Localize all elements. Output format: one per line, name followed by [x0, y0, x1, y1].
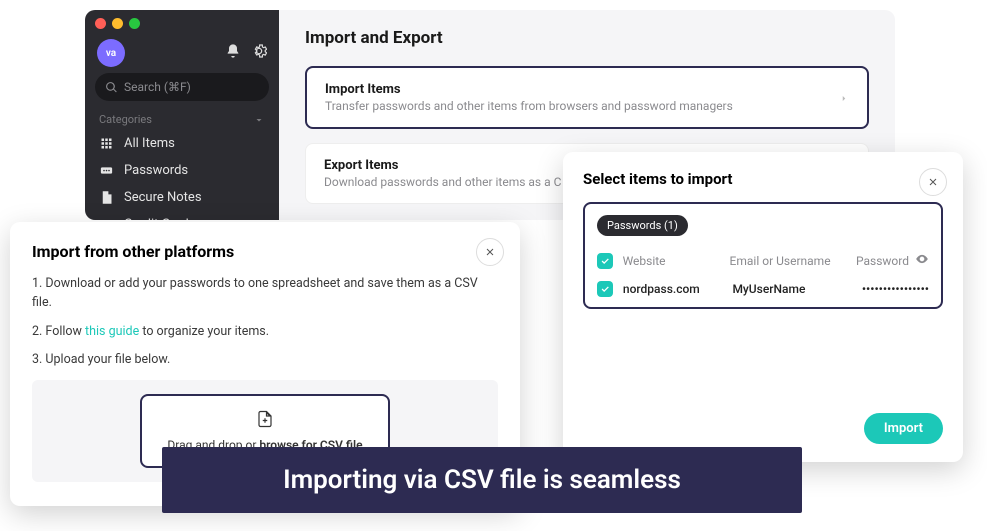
row-checkbox[interactable]: [597, 281, 613, 297]
table-header: Website Email or Username Password: [597, 246, 929, 275]
cell-password: ••••••••••••••••: [862, 282, 929, 296]
check-icon: [600, 256, 610, 266]
sidebar-item-notes[interactable]: Secure Notes: [85, 184, 279, 211]
chevron-down-icon: [253, 114, 265, 126]
card-title: Import Items: [325, 82, 849, 97]
close-icon: [927, 176, 939, 188]
search-input[interactable]: Search (⌘F): [95, 73, 269, 101]
nav-label: Passwords: [124, 163, 188, 178]
window-controls: [85, 10, 279, 37]
close-button[interactable]: [919, 168, 947, 196]
sidebar-item-all[interactable]: All Items: [85, 130, 279, 157]
import-steps: 1. Download or add your passwords to one…: [32, 275, 498, 370]
sidebar-item-cards[interactable]: Credit Cards: [85, 211, 279, 220]
eye-icon[interactable]: [915, 252, 929, 269]
import-items-card[interactable]: Import Items Transfer passwords and othe…: [305, 66, 869, 129]
modal-title: Select items to import: [583, 170, 943, 188]
gear-icon[interactable]: [251, 43, 267, 63]
card-icon: [99, 217, 114, 220]
import-button[interactable]: Import: [864, 413, 943, 444]
caption-bar: Importing via CSV file is seamless: [162, 447, 802, 513]
grid-icon: [99, 136, 114, 151]
table-row[interactable]: nordpass.com MyUserName ••••••••••••••••: [597, 275, 929, 303]
maximize-window-dot[interactable]: [129, 18, 140, 29]
sidebar-item-passwords[interactable]: Passwords: [85, 157, 279, 184]
password-icon: [99, 163, 114, 178]
guide-link[interactable]: this guide: [85, 324, 139, 339]
cell-username: MyUserName: [732, 282, 861, 296]
step-3: 3. Upload your file below.: [32, 351, 498, 370]
select-items-modal: Select items to import Passwords (1) Web…: [563, 152, 963, 462]
close-window-dot[interactable]: [95, 18, 106, 29]
sidebar: va Search (⌘F) Categories All Items Pass…: [85, 10, 279, 220]
col-website: Website: [623, 254, 730, 268]
search-icon: [105, 81, 118, 94]
categories-label: Categories: [99, 113, 152, 126]
nav-label: Secure Notes: [124, 190, 202, 205]
select-all-checkbox[interactable]: [597, 253, 613, 269]
upload-file-icon: [256, 410, 274, 428]
passwords-badge: Passwords (1): [597, 215, 688, 236]
items-table: Passwords (1) Website Email or Username …: [583, 202, 943, 309]
step-2: 2. Follow this guide to organize your it…: [32, 323, 498, 342]
nav-label: Credit Cards: [124, 217, 195, 220]
col-password: Password: [856, 252, 929, 269]
check-icon: [600, 284, 610, 294]
categories-header[interactable]: Categories: [85, 109, 279, 130]
cell-website: nordpass.com: [623, 282, 733, 296]
search-placeholder: Search (⌘F): [124, 80, 191, 94]
chevron-right-icon: [839, 88, 849, 107]
card-subtitle: Transfer passwords and other items from …: [325, 99, 849, 113]
page-title: Import and Export: [305, 28, 869, 48]
avatar[interactable]: va: [97, 39, 125, 67]
minimize-window-dot[interactable]: [112, 18, 123, 29]
bell-icon[interactable]: [225, 43, 241, 63]
close-icon: [484, 246, 496, 258]
nav-label: All Items: [124, 136, 175, 151]
close-button[interactable]: [476, 238, 504, 266]
modal-title: Import from other platforms: [32, 242, 498, 261]
step-1: 1. Download or add your passwords to one…: [32, 275, 498, 313]
note-icon: [99, 190, 114, 205]
col-username: Email or Username: [730, 254, 856, 268]
